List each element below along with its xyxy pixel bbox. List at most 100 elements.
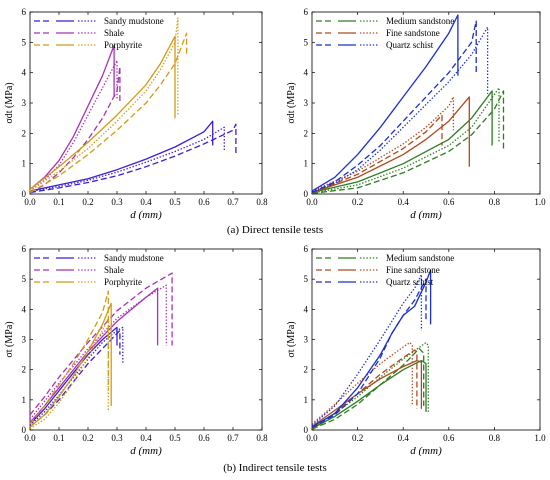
x-tick-label: 0.8 [489, 197, 501, 207]
y-axis-label: σt (MPa) [286, 321, 297, 357]
x-tick-label: 0.7 [227, 433, 239, 443]
series-line-sandy-mudstone-dashed [29, 329, 121, 428]
x-tick-label: 0.8 [256, 197, 268, 207]
x-tick-label: 0.5 [169, 197, 181, 207]
x-tick-label: 0.6 [198, 197, 210, 207]
x-tick-label: 1.0 [534, 433, 546, 443]
y-tick-label: 2 [22, 365, 27, 375]
y-tick-label: 5 [22, 37, 27, 47]
series-line-medium-sandstone-solid [311, 90, 493, 194]
caption-direct-tensile: (a) Direct tensile tests [226, 224, 324, 236]
x-tick-label: 0.0 [306, 433, 318, 443]
x-tick-label: 0.1 [53, 197, 64, 207]
series-line-fine-sandstone-solid [311, 359, 423, 427]
legend-label: Porphyrite [104, 40, 142, 50]
y-tick-label: 2 [304, 128, 309, 138]
legend-label: Porphyrite [104, 277, 142, 287]
y-axis-label: σt (MPa) [4, 321, 15, 357]
y-tick-label: 6 [22, 7, 27, 17]
y-axis-label: σdt (MPa) [4, 82, 15, 123]
legend: Sandy mudstone Shale Porphyrite [34, 16, 164, 50]
x-tick-label: 0.6 [443, 197, 455, 207]
legend-label: Sandy mudstone [104, 16, 164, 26]
plot-frame [29, 248, 263, 431]
x-axis-label: d (mm) [130, 445, 162, 457]
series-line-fine-sandstone-dashed [311, 114, 443, 194]
chart-panel-a-right: 0.0 0.2 0.4 0.6 0.8 1.0 0 1 2 3 4 5 6 d (mm) σdt (MPa)… [286, 7, 546, 221]
legend: Medium sandstone Fine sandstone Quartz sch… [316, 253, 454, 287]
x-tick-label: 0.3 [111, 433, 123, 443]
y-tick-label: 1 [304, 395, 309, 405]
y-tick-label: 0 [22, 189, 27, 199]
series-group [29, 272, 173, 430]
caption-indirect-tensile: (b) Indirect tensile tests [223, 462, 327, 474]
x-tick-label: 0.0 [306, 197, 318, 207]
series-line-quartz-schist-dashed [311, 278, 427, 429]
series-line-sandy-mudstone-solid [29, 120, 214, 192]
series-line-quartz-schist-dotted [311, 273, 423, 426]
series-line-shale-solid [29, 44, 115, 190]
x-tick-label: 0.4 [140, 433, 152, 443]
series-line-porphyrite-dashed [29, 290, 109, 425]
chart-panel-b-right: 0.0 0.2 0.4 0.6 0.8 1.0 0 1 2 3 4 5 6 d (mm) σt (MPa) M… [286, 244, 546, 457]
series-line-porphyrite-dotted [29, 17, 179, 192]
series-line-quartz-schist-dashed [311, 20, 477, 194]
series-line-shale-dashed [29, 272, 173, 416]
y-tick-label: 0 [304, 425, 309, 435]
legend-label: Shale [104, 265, 124, 275]
y-tick-label: 6 [304, 244, 309, 254]
series-line-medium-sandstone-dotted [311, 341, 429, 429]
x-tick-label: 0.7 [227, 197, 239, 207]
series-line-porphyrite-dashed [29, 32, 188, 194]
y-axis-label: σdt (MPa) [286, 82, 297, 123]
legend-label: Shale [104, 28, 124, 38]
y-tick-label: 2 [304, 365, 309, 375]
series-line-shale-dotted [29, 59, 118, 192]
x-tick-label: 0.6 [198, 433, 210, 443]
y-tick-label: 3 [22, 335, 27, 345]
x-tick-label: 0.8 [489, 433, 501, 443]
y-tick-label: 0 [22, 425, 27, 435]
series-line-sandy-mudstone-dashed [29, 123, 237, 194]
x-tick-label: 0.3 [111, 197, 123, 207]
x-axis-label: d (mm) [410, 209, 442, 221]
y-tick-label: 6 [22, 244, 27, 254]
x-tick-label: 1.0 [534, 197, 546, 207]
series-line-medium-sandstone-solid [311, 359, 427, 430]
x-tick-label: 0.2 [352, 433, 363, 443]
series-group [311, 269, 432, 430]
y-tick-label: 1 [304, 159, 309, 169]
series-line-porphyrite-solid [29, 302, 112, 428]
y-tick-label: 4 [304, 68, 309, 78]
legend-label: Quartz schist [386, 40, 434, 50]
series-line-shale-dotted [29, 284, 167, 420]
series-line-medium-sandstone-dashed [311, 90, 505, 195]
x-tick-label: 0.5 [169, 433, 181, 443]
y-tick-label: 3 [22, 98, 27, 108]
legend-label: Fine sandstone [386, 28, 440, 38]
x-tick-label: 0.4 [398, 433, 410, 443]
chart-panel-a-left: 0.0 0.1 0.2 0.3 0.4 0.5 0.6 0.7 0.8 0 1 2 3 4 5 6 d (mm)… [4, 7, 268, 221]
y-tick-label: 5 [22, 274, 27, 284]
x-tick-label: 0.8 [256, 433, 268, 443]
series-line-porphyrite-dotted [29, 317, 109, 430]
x-axis-label: d (mm) [410, 445, 442, 457]
x-tick-label: 0.4 [140, 197, 152, 207]
x-tick-label: 0.0 [24, 197, 36, 207]
x-tick-label: 0.4 [398, 197, 410, 207]
x-tick-label: 0.0 [24, 433, 36, 443]
y-tick-label: 1 [22, 159, 27, 169]
y-tick-label: 1 [22, 395, 27, 405]
y-tick-label: 2 [22, 128, 27, 138]
series-line-fine-sandstone-dashed [311, 349, 418, 430]
y-tick-label: 6 [304, 7, 309, 17]
y-tick-label: 4 [304, 304, 309, 314]
legend-label: Sandy mudstone [104, 253, 164, 263]
series-line-quartz-schist-dotted [311, 26, 489, 193]
series-line-porphyrite-solid [29, 35, 176, 190]
series-line-fine-sandstone-solid [311, 96, 470, 194]
series-line-sandy-mudstone-dotted [29, 126, 225, 193]
y-tick-label: 0 [304, 189, 309, 199]
legend-label: Medium sandstone [386, 16, 454, 26]
